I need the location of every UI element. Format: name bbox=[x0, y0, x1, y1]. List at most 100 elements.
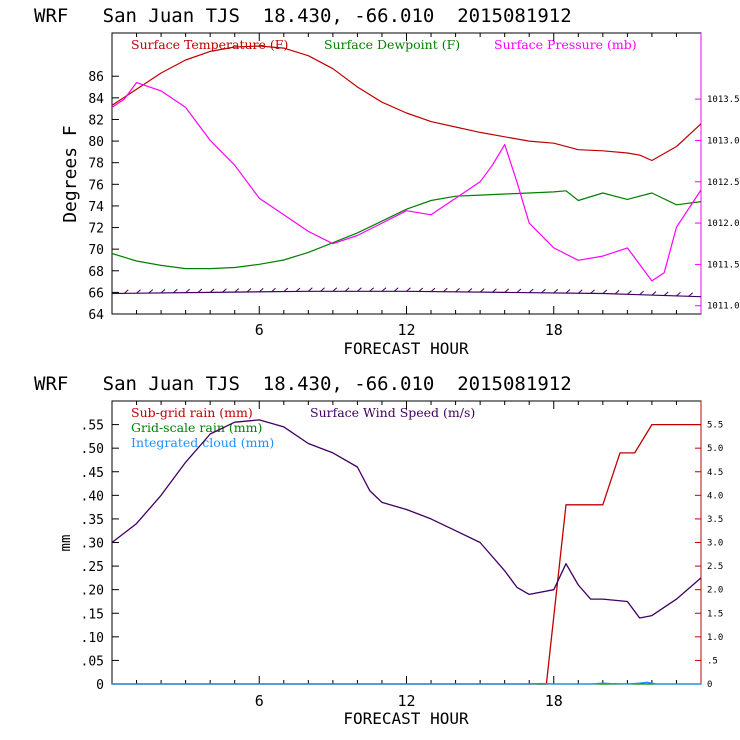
top-plot-frame bbox=[111, 32, 702, 315]
top-wind-barb bbox=[602, 289, 608, 294]
top-y-tick-label: 80 bbox=[88, 135, 104, 150]
top-wind-barb bbox=[663, 291, 669, 296]
top-wind-barb bbox=[197, 288, 203, 293]
bottom-x-tick-label: 12 bbox=[397, 692, 415, 710]
bottom-y-tick-label: 0 bbox=[96, 678, 104, 693]
top-series-line-1 bbox=[111, 190, 702, 270]
bottom-x-axis-label: FORECAST HOUR bbox=[343, 709, 469, 728]
top-wind-barb bbox=[565, 289, 571, 294]
top-y-tick-label: 66 bbox=[88, 286, 104, 301]
bottom-y2-tick-label: 4.0 bbox=[707, 491, 723, 501]
top-wind-barb bbox=[173, 288, 178, 294]
top-wind-barb bbox=[234, 288, 240, 293]
top-chart-title: WRF San Juan TJS 18.430, -66.010 2015081… bbox=[34, 5, 572, 27]
top-legend-entry: Surface Temperature (F) bbox=[131, 37, 288, 52]
top-y-tick-label: 68 bbox=[88, 265, 104, 280]
top-wind-barb bbox=[479, 288, 485, 293]
top-chart: WRF San Juan TJS 18.430, -66.010 2015081… bbox=[34, 5, 740, 358]
bottom-x-tick-label: 18 bbox=[545, 692, 563, 710]
top-wind-barb bbox=[357, 287, 362, 292]
bottom-y2-tick-label: 1.5 bbox=[707, 609, 723, 619]
top-wind-barb bbox=[442, 287, 448, 293]
top-series-group bbox=[111, 45, 702, 298]
bottom-y-tick-label: .20 bbox=[81, 584, 104, 599]
bottom-y-axis-label: mm bbox=[58, 535, 74, 552]
top-wind-barb bbox=[185, 288, 190, 294]
top-legend: Surface Temperature (F) Surface Dewpoint … bbox=[131, 37, 637, 52]
top-x-axis-label: FORECAST HOUR bbox=[343, 339, 469, 358]
top-wind-barb bbox=[467, 288, 473, 293]
top-y-tick-label: 76 bbox=[88, 178, 104, 193]
bottom-y-tick-label: .10 bbox=[81, 631, 104, 646]
top-wind-barb bbox=[627, 290, 632, 295]
bottom-axes: 0 6 12 18 .05 .10 .15 .20 .25 .30 .35 .40 .45 .50 .55 0… bbox=[81, 401, 723, 710]
bottom-y2-tick-label: 5.0 bbox=[707, 444, 723, 454]
top-y2-tick-label: 1011.0 bbox=[707, 302, 740, 312]
top-y-tick-label: 86 bbox=[88, 70, 104, 85]
top-wind-barb bbox=[136, 289, 141, 294]
top-y2-tick-label: 1011.5 bbox=[707, 260, 740, 270]
top-wind-barb bbox=[148, 289, 154, 294]
top-wind-barb bbox=[332, 287, 338, 292]
top-wind-barb bbox=[160, 289, 166, 294]
top-wind-barb bbox=[590, 289, 595, 294]
top-wind-barb bbox=[455, 287, 460, 293]
top-wind-barb bbox=[320, 287, 325, 292]
top-y-tick-label: 84 bbox=[88, 92, 104, 107]
top-wind-barb bbox=[283, 287, 289, 292]
top-wind-barb-line bbox=[111, 290, 702, 298]
bottom-legend-entry: Surface Wind Speed (m/s) bbox=[310, 405, 475, 420]
top-wind-barb bbox=[516, 288, 522, 293]
top-wind-barb bbox=[639, 290, 644, 296]
top-wind-barb bbox=[688, 292, 694, 297]
bottom-y2-tick-label: .5 bbox=[707, 656, 718, 666]
bottom-y-tick-label: .55 bbox=[81, 419, 104, 434]
bottom-series-group bbox=[111, 419, 702, 685]
top-y2-tick-label: 1012.5 bbox=[707, 178, 740, 188]
top-wind-barb bbox=[381, 287, 387, 292]
top-y-tick-label: 72 bbox=[88, 222, 104, 237]
top-series-line-2 bbox=[111, 81, 702, 282]
top-wind-barb bbox=[553, 289, 559, 294]
bottom-legend-entry: Sub-grid rain (mm) bbox=[131, 405, 253, 420]
top-wind-barb bbox=[430, 287, 436, 292]
bottom-y-tick-label: .50 bbox=[81, 442, 104, 457]
top-wind-barb bbox=[369, 287, 375, 292]
top-x-tick-label: 12 bbox=[397, 321, 415, 339]
top-y-tick-label: 82 bbox=[88, 113, 104, 128]
top-wind-barb bbox=[651, 291, 657, 296]
bottom-y2-tick-label: 3.5 bbox=[707, 515, 723, 525]
top-x-tick-label: 6 bbox=[255, 321, 264, 339]
top-wind-barb bbox=[344, 287, 350, 292]
top-wind-barb bbox=[209, 288, 215, 293]
top-y2-tick-label: 1013.5 bbox=[707, 95, 740, 105]
bottom-y2-tick-label: 2.0 bbox=[707, 586, 723, 596]
bottom-y2-tick-label: 0 bbox=[707, 680, 712, 690]
bottom-x-tick-label: 6 bbox=[255, 692, 264, 710]
bottom-y-tick-label: .30 bbox=[81, 537, 104, 552]
bottom-y2-tick-label: 2.5 bbox=[707, 562, 723, 572]
top-wind-barb bbox=[393, 287, 399, 292]
top-series-line-0 bbox=[111, 45, 702, 162]
top-wind-barb bbox=[492, 288, 497, 293]
top-wind-barb bbox=[676, 292, 681, 297]
bottom-y2-tick-label: 1.0 bbox=[707, 633, 723, 643]
bottom-y2-tick-label: 3.0 bbox=[707, 539, 723, 549]
top-y-tick-label: 64 bbox=[88, 308, 104, 323]
bottom-y-tick-label: .45 bbox=[81, 466, 104, 481]
top-wind-barb bbox=[577, 289, 583, 294]
bottom-y-tick-label: .15 bbox=[81, 607, 104, 622]
top-axes: 6 12 18 64 66 68 70 72 74 76 78 80 82 84 86 1011.0 1011.… bbox=[88, 33, 740, 339]
top-wind-barb bbox=[308, 287, 313, 292]
top-y-tick-label: 70 bbox=[88, 243, 104, 258]
top-wind-barb bbox=[295, 287, 301, 292]
top-wind-barb bbox=[504, 288, 509, 293]
bottom-y-tick-label: .25 bbox=[81, 560, 104, 575]
top-x-tick-label: 18 bbox=[545, 321, 563, 339]
bottom-y-tick-label: .05 bbox=[81, 654, 104, 669]
bottom-y-tick-label: .40 bbox=[81, 489, 104, 504]
bottom-series-line-3 bbox=[111, 419, 702, 619]
bottom-y2-tick-label: 5.5 bbox=[707, 421, 723, 431]
top-legend-entry: Surface Dewpoint (F) bbox=[324, 37, 460, 52]
